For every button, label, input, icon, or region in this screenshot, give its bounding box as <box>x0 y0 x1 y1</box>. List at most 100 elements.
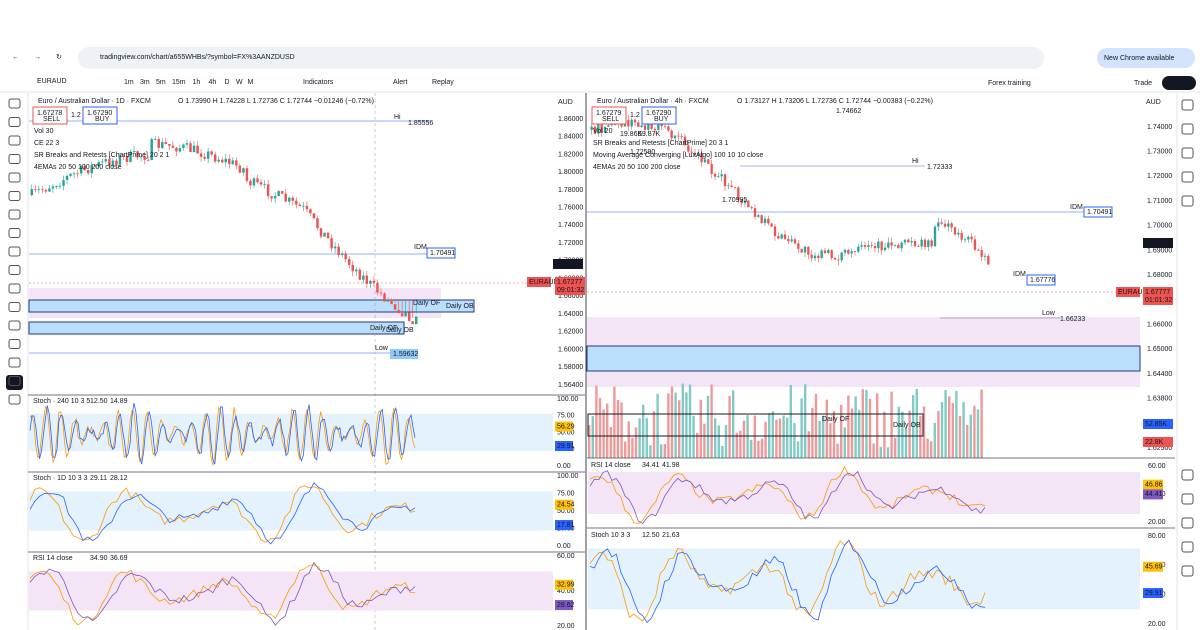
address-bar[interactable] <box>78 47 1044 69</box>
candle-body <box>291 197 295 201</box>
candle-body <box>657 124 660 131</box>
side-widget[interactable] <box>1181 99 1194 111</box>
oscillator-line <box>29 402 416 465</box>
drawing-tool[interactable] <box>8 98 21 109</box>
sell-label[interactable]: SELL <box>602 116 619 123</box>
candle-body <box>877 241 880 249</box>
drawing-tool[interactable] <box>8 209 21 220</box>
interval[interactable]: 1m <box>124 79 134 86</box>
candle-body <box>637 122 640 127</box>
interval[interactable]: D <box>225 79 230 86</box>
interval[interactable]: 3m <box>140 79 150 86</box>
volume-bar <box>836 443 839 458</box>
candle-body <box>903 239 907 243</box>
drawing-tool[interactable] <box>8 154 21 164</box>
drawing-tool[interactable] <box>8 191 21 201</box>
interval[interactable]: 4h <box>209 79 217 86</box>
candle-body <box>111 160 115 166</box>
publish-button[interactable] <box>1162 76 1196 90</box>
drawing-tool[interactable] <box>8 320 21 331</box>
active-tool[interactable] <box>6 375 23 390</box>
sell-label[interactable]: SELL <box>43 116 60 123</box>
drawing-tool[interactable] <box>8 265 21 275</box>
sell-price[interactable]: 1.67278 <box>37 110 62 117</box>
volume-bar <box>940 402 944 458</box>
countdown-bg <box>1143 295 1173 305</box>
candle-body <box>733 186 737 188</box>
candle-body <box>597 123 600 134</box>
hi-price: 1.85556 <box>408 120 433 127</box>
drawing-tool[interactable] <box>8 376 21 386</box>
candle-body <box>963 239 967 241</box>
candle-body <box>400 313 404 317</box>
candle-body <box>298 204 302 207</box>
interval[interactable]: 15m <box>172 79 186 86</box>
indicators-button[interactable]: Indicators <box>303 79 334 86</box>
replay-button[interactable]: Replay <box>432 79 454 86</box>
drawing-tool[interactable] <box>8 172 21 183</box>
candle-body <box>139 156 143 158</box>
side-widget[interactable] <box>1181 195 1194 207</box>
side-widget[interactable] <box>1181 123 1194 135</box>
drawing-tool[interactable] <box>8 394 21 405</box>
alert-button[interactable]: Alert <box>393 79 407 86</box>
oscillator-line <box>589 540 986 622</box>
side-widget[interactable] <box>1181 171 1194 183</box>
crosshair-price-bg <box>553 259 583 269</box>
candle-body <box>397 309 400 314</box>
reload-button[interactable]: ↻ <box>56 54 62 61</box>
hi-label: Hi <box>912 158 919 165</box>
symbol-tag: EURAUD <box>1118 289 1148 296</box>
price-axis-label: 1.68000 <box>1147 272 1172 279</box>
buy-price[interactable]: 1.67290 <box>87 110 112 117</box>
back-button[interactable]: ← <box>12 54 19 61</box>
chrome-update[interactable] <box>1097 48 1195 68</box>
buy-price[interactable]: 1.67290 <box>646 110 671 117</box>
publish-label[interactable]: Publish <box>1168 80 1191 87</box>
forward-button[interactable]: → <box>34 54 41 61</box>
drawing-tool[interactable] <box>8 228 21 238</box>
candle-body <box>44 190 48 192</box>
candle-body <box>910 241 913 243</box>
daily-of: Daily OF <box>822 416 849 423</box>
interval[interactable]: 1h <box>193 79 201 86</box>
symbol-search[interactable]: EURAUD <box>37 78 67 85</box>
drawing-tool[interactable] <box>8 339 21 349</box>
buy-label[interactable]: BUY <box>654 116 669 123</box>
side-widget[interactable] <box>1181 493 1194 505</box>
sell-price[interactable]: 1.67279 <box>596 110 621 117</box>
candle-body <box>37 189 41 191</box>
side-widget[interactable] <box>1181 565 1194 577</box>
candle-body <box>713 173 717 177</box>
volume-bar <box>656 393 659 458</box>
buy-label[interactable]: BUY <box>95 116 110 123</box>
drawing-tool[interactable] <box>8 135 21 146</box>
candle-body <box>129 151 132 162</box>
oscillator-line <box>589 539 986 624</box>
side-widget[interactable] <box>1181 517 1194 529</box>
drawing-tool[interactable] <box>8 246 21 257</box>
layout-name[interactable]: Forex training <box>988 80 1031 87</box>
drawing-tool[interactable] <box>8 117 21 127</box>
drawing-tool[interactable] <box>8 283 21 294</box>
daily-ob: Daily OB <box>386 327 414 334</box>
candle-body <box>231 160 235 165</box>
daily-ob-zone <box>28 299 475 313</box>
drawing-tool[interactable] <box>8 357 21 368</box>
side-widget[interactable] <box>1181 469 1194 481</box>
side-widget[interactable] <box>1181 147 1194 159</box>
volume-bar <box>922 406 926 458</box>
interval[interactable]: M <box>248 79 254 86</box>
candle-body <box>312 213 316 219</box>
trade-button[interactable]: Trade <box>1134 80 1152 87</box>
candle-body <box>843 249 847 253</box>
candle-body <box>333 246 337 249</box>
candle-body <box>813 255 817 259</box>
candle-body <box>723 174 727 187</box>
interval[interactable]: 5m <box>156 79 166 86</box>
drawing-tool[interactable] <box>8 302 21 312</box>
oscillator-value: 24.54 <box>557 502 575 509</box>
daily-of: Daily OF <box>370 325 397 332</box>
side-widget[interactable] <box>1181 541 1194 553</box>
interval[interactable]: W <box>236 79 243 86</box>
